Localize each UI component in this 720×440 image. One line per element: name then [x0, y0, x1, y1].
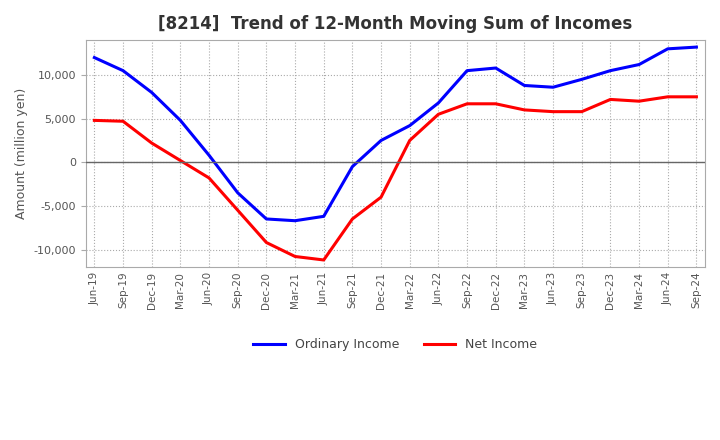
Net Income — [348, 216, 356, 222]
Ordinary Income — [492, 66, 500, 71]
Ordinary Income — [148, 90, 156, 95]
Net Income — [549, 109, 557, 114]
Net Income — [377, 194, 385, 200]
Y-axis label: Amount (million yen): Amount (million yen) — [15, 88, 28, 219]
Net Income — [204, 175, 213, 180]
Net Income — [405, 138, 414, 143]
Ordinary Income — [463, 68, 472, 73]
Net Income — [176, 158, 185, 163]
Net Income — [320, 257, 328, 263]
Line: Net Income: Net Income — [94, 97, 696, 260]
Net Income — [492, 101, 500, 106]
Ordinary Income — [635, 62, 644, 67]
Net Income — [663, 94, 672, 99]
Net Income — [577, 109, 586, 114]
Ordinary Income — [320, 214, 328, 219]
Ordinary Income — [405, 123, 414, 128]
Ordinary Income — [377, 138, 385, 143]
Ordinary Income — [434, 100, 443, 106]
Ordinary Income — [262, 216, 271, 222]
Ordinary Income — [90, 55, 99, 60]
Net Income — [692, 94, 701, 99]
Ordinary Income — [663, 46, 672, 51]
Ordinary Income — [291, 218, 300, 224]
Ordinary Income — [348, 164, 356, 169]
Net Income — [463, 101, 472, 106]
Ordinary Income — [577, 77, 586, 82]
Net Income — [90, 118, 99, 123]
Ordinary Income — [692, 44, 701, 50]
Net Income — [148, 140, 156, 146]
Ordinary Income — [549, 84, 557, 90]
Net Income — [262, 240, 271, 245]
Ordinary Income — [520, 83, 528, 88]
Line: Ordinary Income: Ordinary Income — [94, 47, 696, 221]
Title: [8214]  Trend of 12-Month Moving Sum of Incomes: [8214] Trend of 12-Month Moving Sum of I… — [158, 15, 632, 33]
Net Income — [434, 112, 443, 117]
Ordinary Income — [119, 68, 127, 73]
Legend: Ordinary Income, Net Income: Ordinary Income, Net Income — [248, 333, 542, 356]
Ordinary Income — [606, 68, 615, 73]
Net Income — [291, 254, 300, 259]
Ordinary Income — [176, 118, 185, 123]
Net Income — [233, 208, 242, 213]
Net Income — [119, 119, 127, 124]
Net Income — [520, 107, 528, 113]
Ordinary Income — [204, 153, 213, 158]
Ordinary Income — [233, 190, 242, 195]
Net Income — [606, 97, 615, 102]
Net Income — [635, 99, 644, 104]
